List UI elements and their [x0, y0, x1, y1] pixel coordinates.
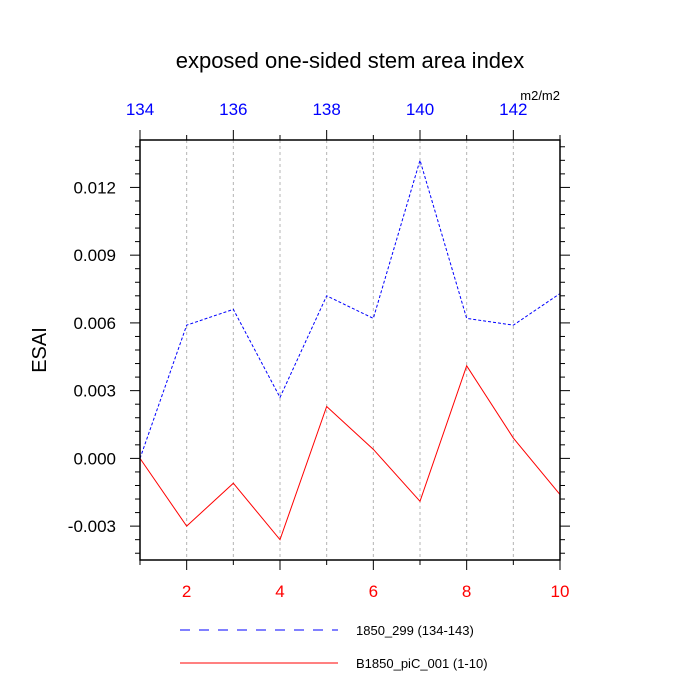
plot-frame	[139, 139, 561, 561]
series-line-1	[139, 364, 561, 541]
y-tick-label: 0.006	[73, 314, 116, 333]
series-lines	[139, 158, 561, 541]
y-tick-label: -0.003	[68, 517, 116, 536]
legend-label-0: 1850_299 (134-143)	[356, 623, 474, 638]
x-bottom-tick-label: 4	[275, 582, 284, 601]
x-top-tick-label: 140	[406, 100, 434, 119]
x-bottom-tick-label: 6	[369, 582, 378, 601]
x-bottom-tick-label: 2	[182, 582, 191, 601]
chart-title: exposed one-sided stem area index	[176, 48, 525, 73]
y-tick-label: 0.009	[73, 246, 116, 265]
x-bottom-tick-label: 8	[462, 582, 471, 601]
vertical-gridlines	[186, 140, 514, 560]
x-bottom-tick-label: 10	[551, 582, 570, 601]
axes: 2 4 6 8 10 134 136 138 140 142 -0.003 0.000 0.003 0.0…	[68, 100, 570, 601]
x-top-tick-label: 138	[312, 100, 340, 119]
units-label: m2/m2	[520, 88, 560, 103]
series-line-0	[139, 158, 561, 459]
legend: 1850_299 (134-143) B1850_piC_001 (1-10)	[180, 623, 488, 671]
x-top-tick-label: 142	[499, 100, 527, 119]
y-axis-label: ESAI	[29, 327, 51, 373]
legend-label-1: B1850_piC_001 (1-10)	[356, 656, 488, 671]
y-tick-label: 0.012	[73, 178, 116, 197]
x-top-tick-label: 134	[126, 100, 154, 119]
x-top-tick-label: 136	[219, 100, 247, 119]
y-tick-label: 0.000	[73, 449, 116, 468]
y-tick-label: 0.003	[73, 382, 116, 401]
